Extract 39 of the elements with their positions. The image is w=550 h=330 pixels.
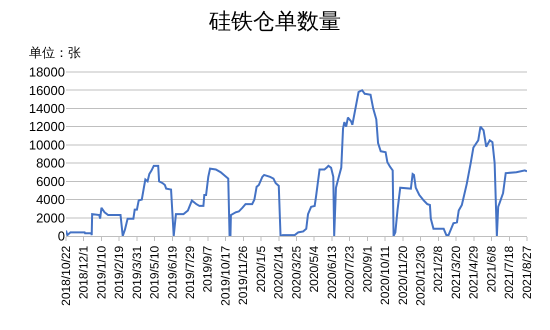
y-tick-label: 16000 bbox=[28, 82, 65, 98]
y-tick-label: 8000 bbox=[36, 156, 65, 171]
x-tick-label: 2021/2/8 bbox=[431, 245, 446, 293]
x-tick-label: 2019/2/19 bbox=[112, 245, 126, 300]
x-tick-label: 2019/9/7 bbox=[200, 245, 215, 293]
x-tick-label: 2019/11/26 bbox=[236, 245, 250, 305]
y-tick-label: 18000 bbox=[28, 64, 65, 80]
x-tick-label: 2019/7/29 bbox=[183, 245, 198, 300]
x-tick-label: 2021/6/8 bbox=[484, 245, 498, 293]
x-tick-label: 2019/1/10 bbox=[94, 245, 108, 300]
x-tick-label: 2021/3/20 bbox=[448, 245, 463, 300]
x-tick-label: 2019/6/19 bbox=[165, 245, 180, 300]
y-tick-label: 10000 bbox=[28, 137, 65, 152]
x-tick-label: 2019/10/17 bbox=[218, 245, 232, 306]
y-tick-label: 14000 bbox=[28, 100, 65, 116]
x-tick-label: 2020/5/4 bbox=[307, 245, 322, 293]
x-tick-label: 2021/7/18 bbox=[502, 245, 516, 300]
y-tick-label: 4000 bbox=[36, 192, 65, 208]
y-tick-label: 12000 bbox=[28, 119, 65, 134]
x-tick-label: 2019/5/10 bbox=[148, 245, 162, 300]
x-tick-label: 2020/9/1 bbox=[360, 245, 374, 293]
y-tick-label: 0 bbox=[58, 228, 65, 244]
x-tick-label: 2018/12/1 bbox=[76, 245, 91, 300]
text: 单位：张 bbox=[29, 45, 81, 60]
x-tick-label: 2020/12/30 bbox=[414, 245, 428, 306]
x-tick-label: 2020/10/11 bbox=[378, 245, 392, 305]
x-tick-label: 2020/11/20 bbox=[396, 245, 410, 305]
x-tick-label: 2020/7/23 bbox=[342, 245, 357, 300]
x-tick-label: 2021/8/27 bbox=[520, 245, 534, 300]
x-tick-label: 2020/2/14 bbox=[272, 245, 286, 300]
x-tick-label: 2020/3/25 bbox=[289, 245, 304, 300]
x-tick-label: 2018/10/22 bbox=[58, 245, 73, 306]
y-tick-label: 6000 bbox=[36, 174, 65, 189]
x-tick-label: 2021/4/29 bbox=[466, 245, 481, 300]
y-tick-label: 2000 bbox=[36, 210, 65, 226]
x-tick-label: 2019/3/31 bbox=[130, 245, 144, 300]
x-tick-label: 2020/1/5 bbox=[254, 245, 268, 293]
x-tick-label: 2020/6/13 bbox=[324, 245, 339, 300]
chart-title: 硅铁仓单数量 bbox=[208, 8, 341, 34]
